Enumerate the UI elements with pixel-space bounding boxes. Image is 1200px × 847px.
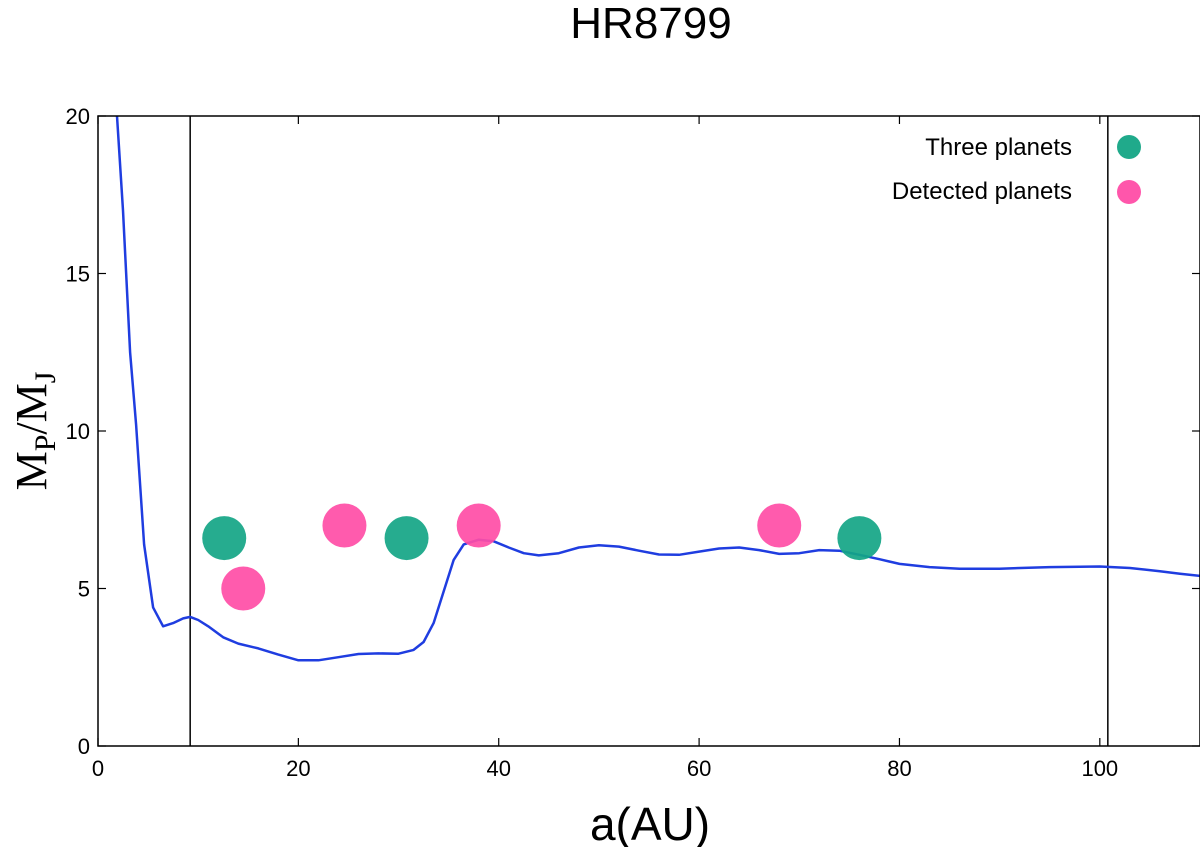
point-three-planets-1 — [202, 516, 247, 561]
legend-marker-three-planets — [1117, 135, 1141, 159]
y-label-sub-p: P — [29, 435, 62, 452]
point-detected-planets-1 — [221, 566, 266, 611]
y-label-sub-j: J — [29, 371, 62, 383]
y-tick-label: 5 — [78, 577, 90, 602]
series-line-stability-limit — [115, 116, 1200, 662]
y-label-m1: M — [7, 451, 56, 490]
x-tick-label: 60 — [687, 756, 711, 781]
plot-inner — [115, 116, 1200, 746]
x-tick-label: 40 — [486, 756, 510, 781]
y-tick-label: 0 — [78, 734, 90, 759]
legend-label-detected-planets: Detected planets — [892, 178, 1072, 205]
axis-ticks: 0 20 40 60 80 100 0 5 10 15 20 — [66, 104, 1200, 781]
plot-frame — [97, 115, 1200, 747]
x-tick-label: 80 — [887, 756, 911, 781]
point-detected-planets-4 — [757, 503, 802, 548]
y-tick-label: 20 — [66, 104, 90, 129]
point-detected-planets-3 — [456, 503, 501, 548]
legend-label-three-planets: Three planets — [925, 134, 1072, 161]
point-detected-planets-2 — [322, 503, 367, 548]
plot-area — [115, 116, 1200, 746]
y-label-m2: M — [7, 383, 56, 422]
legend-marker-detected-planets — [1117, 180, 1141, 204]
y-tick-label: 15 — [66, 262, 90, 287]
legend: Three planets Detected planets — [892, 134, 1141, 205]
x-tick-label: 20 — [286, 756, 310, 781]
x-axis-label: a(AU) — [590, 798, 710, 847]
x-tick-label: 0 — [92, 756, 104, 781]
y-tick-label: 10 — [66, 419, 90, 444]
point-three-planets-3 — [837, 516, 882, 561]
x-tick-label: 100 — [1081, 756, 1118, 781]
y-axis-label: MP/MJ — [7, 371, 62, 490]
chart-title: HR8799 — [570, 0, 731, 48]
y-label-slash: / — [7, 422, 56, 435]
point-three-planets-2 — [384, 516, 429, 561]
